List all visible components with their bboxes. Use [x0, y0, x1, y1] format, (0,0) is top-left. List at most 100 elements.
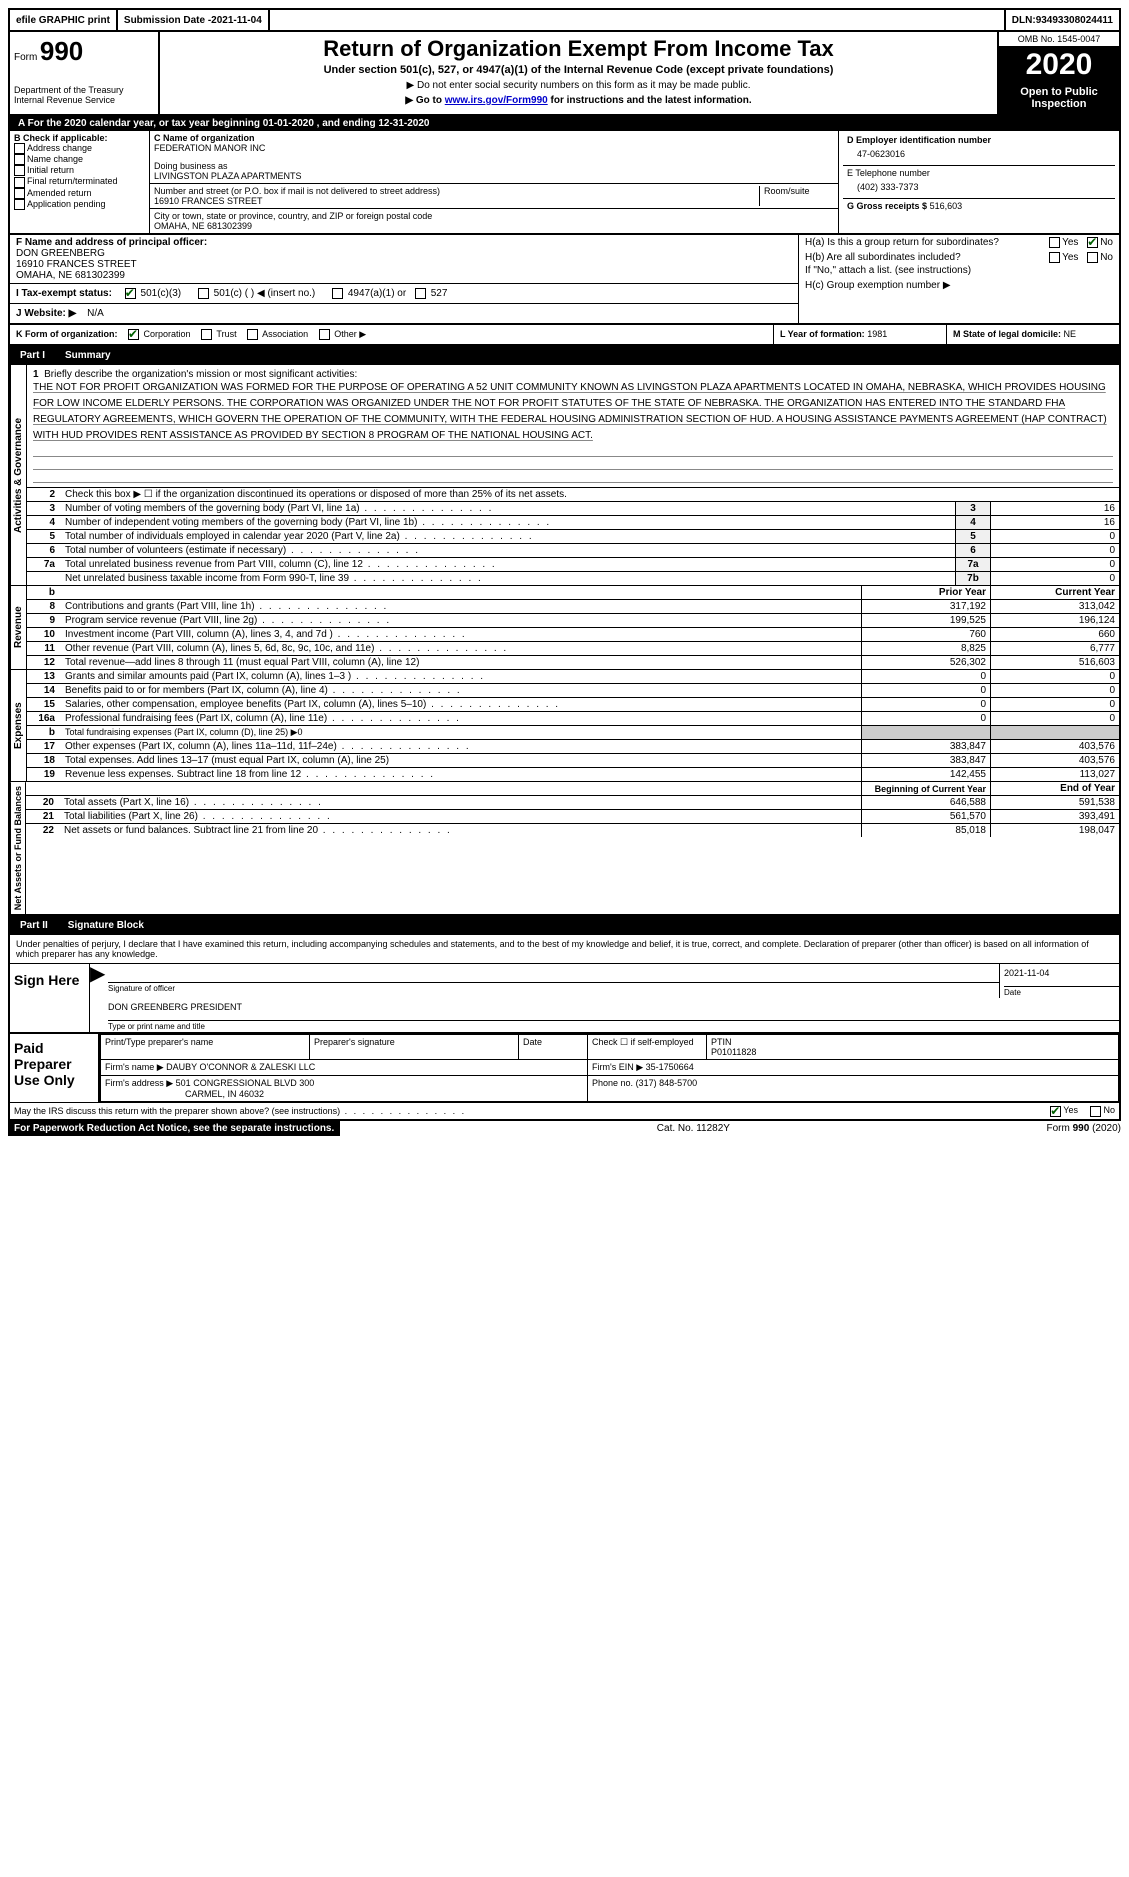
l12c: 516,603	[991, 656, 1120, 670]
l16bc	[991, 726, 1120, 740]
ha-no: No	[1100, 237, 1113, 248]
cb-name-change[interactable]	[14, 154, 25, 165]
firm-name: DAUBY O'CONNOR & ZALESKI LLC	[166, 1062, 315, 1072]
l11n: 11	[27, 642, 61, 656]
submission-label: Submission Date -	[124, 15, 211, 26]
cb-hb-no[interactable]	[1087, 252, 1098, 263]
cb-corp[interactable]	[128, 329, 139, 340]
box-i: I Tax-exempt status: 501(c)(3) 501(c) ( …	[10, 284, 798, 304]
l4n: 4	[27, 516, 61, 530]
exp-table: 13Grants and similar amounts paid (Part …	[27, 670, 1119, 781]
net-end-h: End of Year	[991, 782, 1120, 796]
l4t: Number of independent voting members of …	[65, 517, 551, 528]
cb-4947[interactable]	[332, 288, 343, 299]
cb-amended-return[interactable]	[14, 188, 25, 199]
net-table: Beginning of Current YearEnd of Year 20T…	[26, 782, 1119, 837]
box-b: B Check if applicable: Address change Na…	[10, 131, 150, 233]
c-dba-label: Doing business as	[154, 161, 834, 171]
box-h: H(a) Is this a group return for subordin…	[799, 235, 1119, 323]
header-mid: Return of Organization Exempt From Incom…	[160, 32, 999, 114]
l11t: Other revenue (Part VIII, column (A), li…	[65, 643, 508, 654]
e-value: (402) 333-7373	[847, 178, 1111, 196]
cb-501c[interactable]	[198, 288, 209, 299]
l12t: Total revenue—add lines 8 through 11 (mu…	[61, 656, 862, 670]
box-c-city: City or town, state or province, country…	[150, 209, 839, 233]
vlabel-gov: Activities & Governance	[10, 365, 27, 585]
cb-discuss-no[interactable]	[1090, 1106, 1101, 1117]
opt-initial-return: Initial return	[27, 165, 74, 175]
opt-4947: 4947(a)(1) or	[348, 288, 406, 299]
period-row: A For the 2020 calendar year, or tax yea…	[8, 116, 1121, 131]
cb-assoc[interactable]	[247, 329, 258, 340]
opt-application-pending: Application pending	[27, 199, 106, 209]
cb-application-pending[interactable]	[14, 199, 25, 210]
opt-other: Other ▶	[334, 329, 366, 339]
prep-h2: Preparer's signature	[310, 1035, 519, 1060]
l3t: Number of voting members of the governin…	[65, 503, 493, 514]
cb-ha-no[interactable]	[1087, 237, 1098, 248]
l6n: 6	[27, 544, 61, 558]
cb-final-return[interactable]	[14, 177, 25, 188]
hb-yes: Yes	[1062, 252, 1078, 263]
l7bt: Net unrelated business taxable income fr…	[65, 573, 483, 584]
firm-addr2: CARMEL, IN 46032	[185, 1089, 264, 1099]
cb-discuss-yes[interactable]	[1050, 1106, 1061, 1117]
l8t: Contributions and grants (Part VIII, lin…	[65, 601, 388, 612]
c-street: 16910 FRANCES STREET	[154, 196, 759, 206]
cb-527[interactable]	[415, 288, 426, 299]
topbar-spacer	[270, 10, 1004, 30]
form-label: Form	[14, 52, 37, 63]
omb: OMB No. 1545-0047	[999, 32, 1119, 48]
box-f: F Name and address of principal officer:…	[10, 235, 798, 284]
c-city-label: City or town, state or province, country…	[154, 211, 834, 221]
header-warn: ▶ Do not enter social security numbers o…	[164, 80, 993, 91]
opt-address-change: Address change	[27, 143, 92, 153]
mission-block: 1 Briefly describe the organization's mi…	[27, 365, 1119, 487]
gov-table: 2Check this box ▶ ☐ if the organization …	[27, 487, 1119, 585]
irs-link[interactable]: www.irs.gov/Form990	[445, 95, 548, 106]
l6c: 6	[956, 544, 991, 558]
opt-corp: Corporation	[144, 329, 191, 339]
c-name: FEDERATION MANOR INC	[154, 143, 834, 153]
c-street-label: Number and street (or P.O. box if mail i…	[154, 186, 759, 196]
cb-ha-yes[interactable]	[1049, 237, 1060, 248]
box-m: M State of legal domicile: NE	[947, 325, 1119, 344]
l21c: 393,491	[991, 810, 1120, 824]
f-city: OMAHA, NE 681302399	[16, 270, 792, 281]
l7at: Total unrelated business revenue from Pa…	[65, 559, 497, 570]
l22p: 85,018	[862, 824, 991, 838]
cb-501c3[interactable]	[125, 288, 136, 299]
rev-b: b	[27, 586, 61, 600]
l3v: 16	[991, 502, 1120, 516]
opt-trust: Trust	[216, 329, 236, 339]
header-link-line: ▶ Go to www.irs.gov/Form990 for instruct…	[164, 95, 993, 106]
tax-year: 2020	[999, 48, 1119, 82]
firm-addr-cell: Firm's address ▶ 501 CONGRESSIONAL BLVD …	[101, 1076, 588, 1102]
cb-initial-return[interactable]	[14, 165, 25, 176]
cb-other[interactable]	[319, 329, 330, 340]
hb-label: H(b) Are all subordinates included?	[805, 252, 961, 263]
sig-declaration: Under penalties of perjury, I declare th…	[10, 935, 1119, 963]
m-label: M State of legal domicile:	[953, 329, 1061, 339]
prep-h4: Check ☐ if self-employed	[588, 1035, 707, 1060]
cb-address-change[interactable]	[14, 143, 25, 154]
firm-ein: 35-1750664	[646, 1062, 694, 1072]
mission-text: THE NOT FOR PROFIT ORGANIZATION WAS FORM…	[33, 382, 1107, 441]
rev-table: bPrior YearCurrent Year 8Contributions a…	[27, 586, 1119, 669]
l8c: 313,042	[991, 600, 1120, 614]
cb-trust[interactable]	[201, 329, 212, 340]
l-label: L Year of formation:	[780, 329, 865, 339]
officer-sig-line[interactable]	[108, 964, 999, 983]
cb-hb-yes[interactable]	[1049, 252, 1060, 263]
l16ac: 0	[991, 712, 1120, 726]
form-header: Form 990 Department of the Treasury Inte…	[8, 32, 1121, 116]
l22c: 198,047	[991, 824, 1120, 838]
sign-here-grid: Sign Here ▶ Signature of officer 2021-11…	[10, 963, 1119, 1032]
part1-title: Summary	[55, 348, 121, 363]
firm-name-cell: Firm's name ▶ DAUBY O'CONNOR & ZALESKI L…	[101, 1060, 588, 1076]
vlabel-rev: Revenue	[10, 586, 27, 669]
l21p: 561,570	[862, 810, 991, 824]
part2-header: Part II Signature Block	[8, 916, 1121, 935]
vlabel-exp: Expenses	[10, 670, 27, 781]
box-c-street: Number and street (or P.O. box if mail i…	[150, 184, 839, 209]
